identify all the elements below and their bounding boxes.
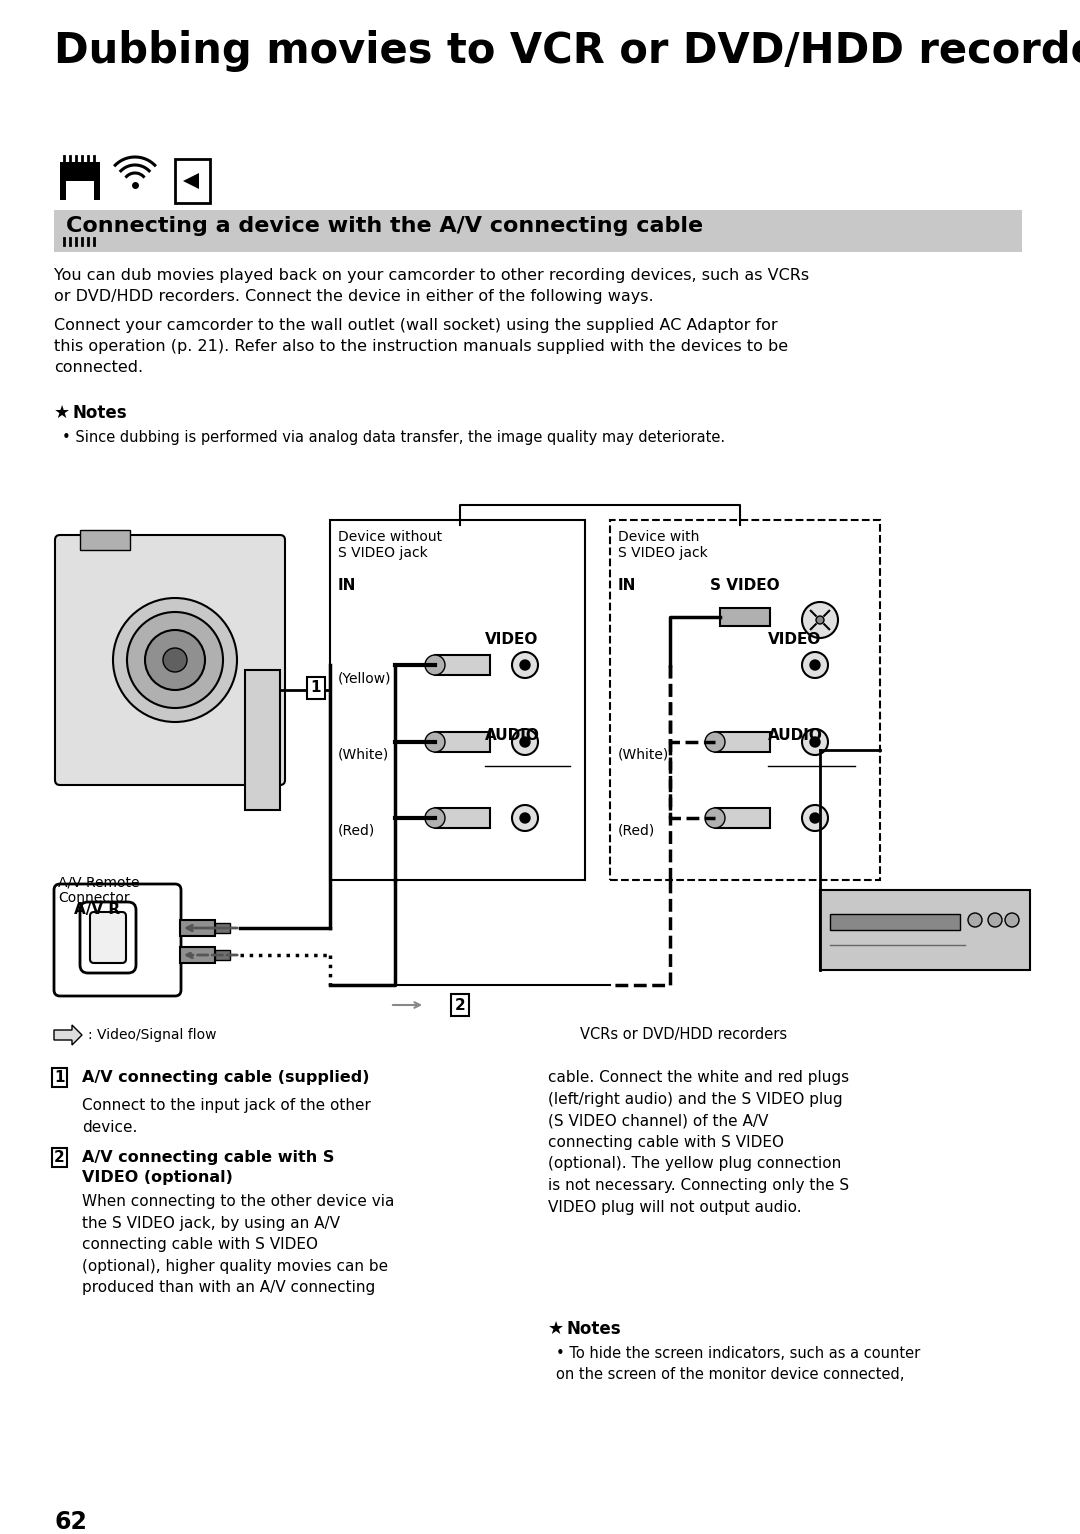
Text: Device without
S VIDEO jack: Device without S VIDEO jack	[338, 531, 442, 560]
Text: ★: ★	[54, 403, 70, 422]
Circle shape	[802, 652, 828, 678]
Circle shape	[988, 913, 1002, 927]
Circle shape	[810, 736, 820, 747]
Bar	[175, 160, 210, 202]
Bar	[60, 163, 100, 199]
Text: IN: IN	[618, 578, 636, 594]
Bar	[610, 520, 880, 881]
Text: S VIDEO: S VIDEO	[710, 578, 780, 594]
Text: (Red): (Red)	[338, 824, 375, 838]
FancyBboxPatch shape	[80, 902, 136, 973]
Text: (White): (White)	[338, 749, 389, 762]
Circle shape	[519, 660, 530, 670]
Text: 1: 1	[54, 1071, 65, 1085]
Text: Device with
S VIDEO jack: Device with S VIDEO jack	[618, 531, 707, 560]
Circle shape	[127, 612, 222, 709]
Bar	[215, 923, 230, 933]
Text: (Yellow): (Yellow)	[338, 672, 391, 686]
Text: (White): (White)	[618, 749, 670, 762]
FancyBboxPatch shape	[90, 913, 126, 963]
Bar	[245, 670, 280, 810]
Bar	[831, 914, 960, 930]
Bar	[215, 950, 230, 960]
Text: AUDIO: AUDIO	[485, 729, 540, 742]
Polygon shape	[54, 1025, 82, 1045]
Text: 62: 62	[54, 1509, 86, 1534]
Circle shape	[512, 652, 538, 678]
Circle shape	[519, 813, 530, 824]
Bar	[54, 210, 1022, 252]
Circle shape	[519, 736, 530, 747]
Circle shape	[426, 655, 445, 675]
Text: Notes: Notes	[566, 1319, 621, 1338]
Text: You can dub movies played back on your camcorder to other recording devices, suc: You can dub movies played back on your c…	[54, 268, 809, 304]
Circle shape	[802, 729, 828, 755]
Bar	[715, 808, 770, 828]
Circle shape	[426, 808, 445, 828]
Circle shape	[113, 598, 237, 723]
Text: • To hide the screen indicators, such as a counter
on the screen of the monitor : • To hide the screen indicators, such as…	[556, 1345, 920, 1382]
Bar	[715, 732, 770, 752]
Circle shape	[426, 732, 445, 752]
Text: VIDEO: VIDEO	[768, 632, 822, 647]
Circle shape	[816, 617, 824, 624]
Text: VCRs or DVD/HDD recorders: VCRs or DVD/HDD recorders	[580, 1028, 787, 1043]
Text: A/V connecting cable with S
VIDEO (optional): A/V connecting cable with S VIDEO (optio…	[82, 1150, 335, 1184]
Bar	[435, 808, 490, 828]
Circle shape	[145, 630, 205, 690]
Circle shape	[512, 805, 538, 831]
Text: 2: 2	[54, 1150, 65, 1164]
Polygon shape	[183, 173, 199, 189]
Bar	[435, 732, 490, 752]
Circle shape	[512, 729, 538, 755]
Bar	[80, 531, 130, 551]
Text: Notes: Notes	[72, 403, 126, 422]
Circle shape	[705, 808, 725, 828]
Circle shape	[163, 647, 187, 672]
Text: Connecting a device with the A/V connecting cable: Connecting a device with the A/V connect…	[66, 216, 703, 236]
Text: cable. Connect the white and red plugs
(left/right audio) and the S VIDEO plug
(: cable. Connect the white and red plugs (…	[548, 1071, 849, 1215]
FancyBboxPatch shape	[55, 535, 285, 785]
Text: : Video/Signal flow: : Video/Signal flow	[87, 1028, 216, 1042]
Text: Connect your camcorder to the wall outlet (wall socket) using the supplied AC Ad: Connect your camcorder to the wall outle…	[54, 318, 788, 374]
Circle shape	[810, 660, 820, 670]
Bar	[330, 520, 585, 881]
Circle shape	[968, 913, 982, 927]
Circle shape	[1005, 913, 1020, 927]
Text: 2: 2	[455, 997, 465, 1012]
Text: When connecting to the other device via
the S VIDEO jack, by using an A/V
connec: When connecting to the other device via …	[82, 1193, 394, 1295]
Bar	[435, 655, 490, 675]
Circle shape	[802, 805, 828, 831]
Circle shape	[705, 732, 725, 752]
Text: IN: IN	[338, 578, 356, 594]
FancyBboxPatch shape	[54, 884, 181, 996]
Text: ★: ★	[548, 1319, 564, 1338]
Text: • Since dubbing is performed via analog data transfer, the image quality may det: • Since dubbing is performed via analog …	[62, 430, 725, 445]
Text: A/V Remote
Connector: A/V Remote Connector	[58, 874, 139, 905]
Text: A/V R: A/V R	[75, 902, 120, 917]
Bar	[820, 890, 1030, 969]
Bar	[720, 607, 770, 626]
Circle shape	[802, 601, 838, 638]
Text: Dubbing movies to VCR or DVD/HDD recorders: Dubbing movies to VCR or DVD/HDD recorde…	[54, 31, 1080, 72]
Text: Connect to the input jack of the other
device.: Connect to the input jack of the other d…	[82, 1098, 370, 1135]
Text: (Red): (Red)	[618, 824, 656, 838]
Bar	[66, 181, 94, 206]
Text: A/V connecting cable (supplied): A/V connecting cable (supplied)	[82, 1071, 369, 1085]
Circle shape	[810, 813, 820, 824]
Text: VIDEO: VIDEO	[485, 632, 538, 647]
Bar	[180, 946, 215, 963]
Text: 1: 1	[311, 681, 321, 695]
Bar	[180, 920, 215, 936]
Text: AUDIO: AUDIO	[768, 729, 823, 742]
